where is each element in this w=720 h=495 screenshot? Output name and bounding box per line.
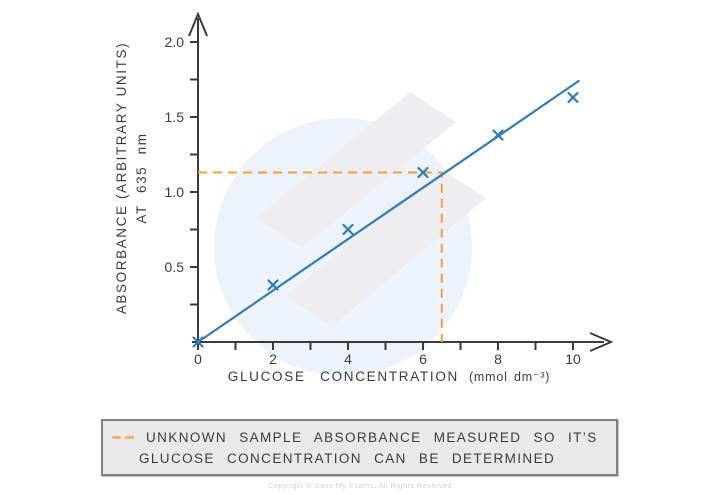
x-tick-label: 8 <box>494 351 502 367</box>
data-point-marker <box>417 166 429 179</box>
x-axis-label-text: GLUCOSE CONCENTRATION <box>227 369 459 384</box>
y-axis-label: ABSORBANCE (ARBITRARY UNITS) AT 635 nm <box>112 13 152 343</box>
data-point-marker <box>267 279 279 291</box>
watermark-logo <box>214 92 486 376</box>
y-tick-label: 0.5 <box>165 259 185 275</box>
y-axis-label-line1: ABSORBANCE (ARBITRARY UNITS) <box>114 41 129 315</box>
legend-text-line1: UNKNOWN SAMPLE ABSORBANCE MEASURED SO IT… <box>146 429 598 445</box>
legend-row-1: UNKNOWN SAMPLE ABSORBANCE MEASURED SO IT… <box>112 427 616 448</box>
y-axis-arrow-icon <box>188 11 208 37</box>
data-point-marker <box>492 129 504 141</box>
legend-box: UNKNOWN SAMPLE ABSORBANCE MEASURED SO IT… <box>101 419 618 476</box>
legend-row-2: GLUCOSE CONCENTRATION CAN BE DETERMINED <box>139 448 616 469</box>
x-tick-label: 0 <box>194 351 202 367</box>
legend-text-line2: GLUCOSE CONCENTRATION CAN BE DETERMINED <box>139 450 556 466</box>
y-tick-label: 1.5 <box>165 109 185 125</box>
x-axis-label-units: (mmol dm⁻³) <box>468 370 551 384</box>
chart-canvas: 0 2 4 6 8 10 0.5 1.0 1.5 2.0 <box>165 11 614 376</box>
x-tick-label: 2 <box>269 351 277 367</box>
best-fit-line <box>196 79 580 344</box>
x-tick-label: 4 <box>344 351 352 367</box>
y-tick-label: 2.0 <box>165 34 185 50</box>
axes <box>188 11 614 352</box>
data-point-marker <box>192 336 204 348</box>
copyright-text: Copyright © Save My Exams. All Rights Re… <box>268 481 452 490</box>
watermark-circle <box>214 118 472 376</box>
y-tick-label: 1.0 <box>165 184 185 200</box>
x-axis-label: GLUCOSE CONCENTRATION (mmol dm⁻³) <box>198 369 580 384</box>
data-point-marker <box>567 91 579 104</box>
best-fit-line-segment <box>196 79 580 344</box>
tick-labels: 0 2 4 6 8 10 0.5 1.0 1.5 2.0 <box>165 34 581 367</box>
watermark-bolt-lower <box>286 168 486 326</box>
legend-dash-marker <box>112 435 138 439</box>
x-tick-label: 10 <box>565 351 581 367</box>
x-axis-arrow-icon <box>589 332 614 352</box>
data-point-marker <box>342 223 354 236</box>
y-axis-label-line2: AT 635 nm <box>134 132 149 224</box>
unknown-sample-guide-lines <box>198 171 443 342</box>
x-tick-label: 6 <box>419 351 427 367</box>
unknown-sample-dashed-guide <box>198 171 443 342</box>
watermark-bolt-upper <box>256 92 456 248</box>
data-points <box>192 91 579 348</box>
